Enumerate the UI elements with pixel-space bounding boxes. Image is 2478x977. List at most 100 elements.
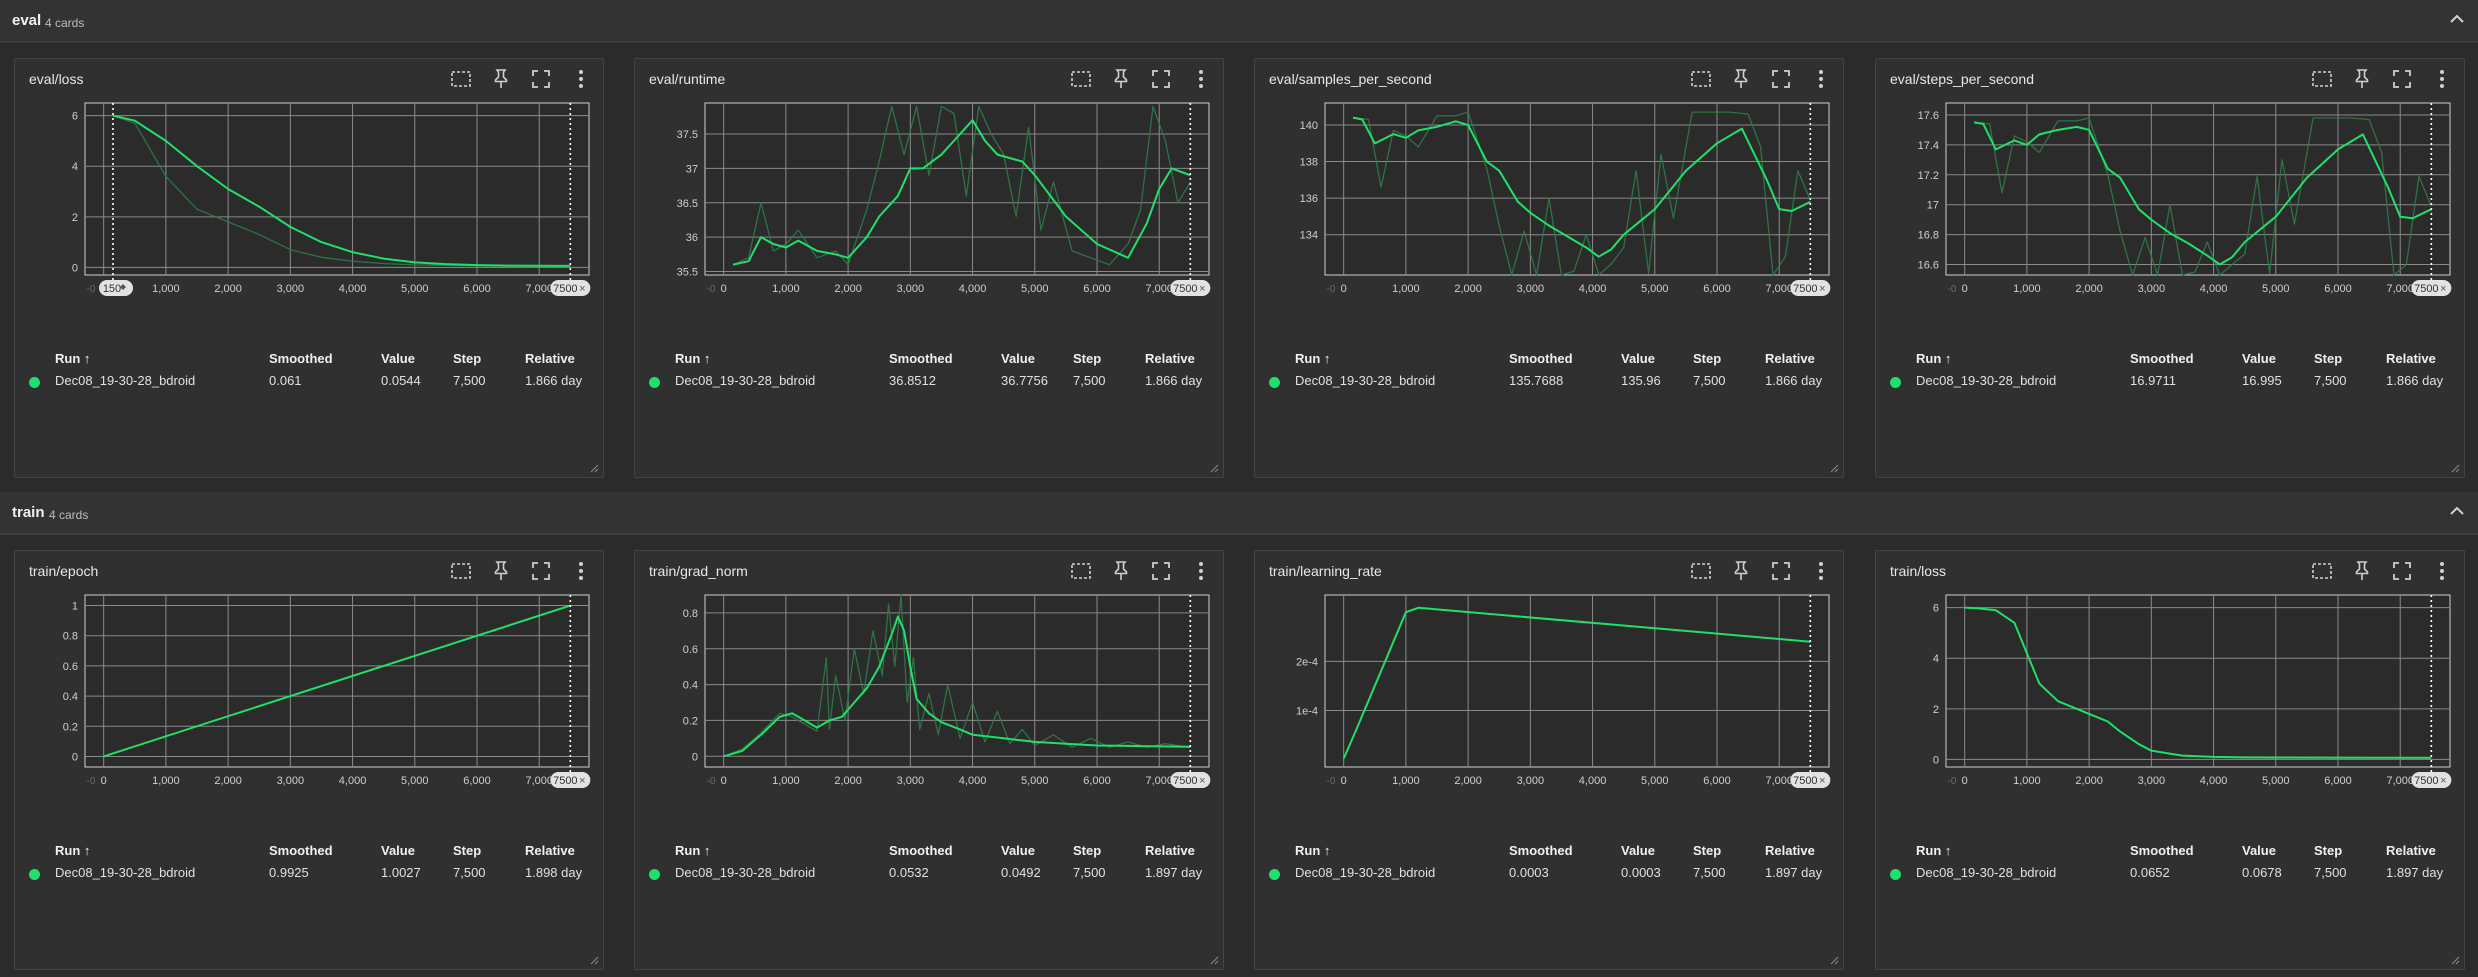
column-header-run[interactable]: Run ↑ <box>55 351 91 366</box>
resize-handle-icon[interactable] <box>1210 956 1219 965</box>
plot-area[interactable] <box>1945 102 2451 276</box>
x-tick-label: 0 <box>1341 283 1347 295</box>
column-header-run[interactable]: Run ↑ <box>1295 843 1331 858</box>
step-marker-badge[interactable]: 7500 × <box>550 772 591 788</box>
run-color-dot[interactable] <box>1890 869 1901 880</box>
scalar-card: eval/steps_per_second 0 1,000 2,000 3,000 4,0… <box>1875 58 2465 478</box>
fullscreen-icon[interactable] <box>2390 559 2414 583</box>
close-icon[interactable]: × <box>579 283 585 295</box>
fullscreen-icon[interactable] <box>1769 559 1793 583</box>
column-header-run[interactable]: Run ↑ <box>1295 351 1331 366</box>
pin-icon[interactable] <box>2350 559 2374 583</box>
close-icon[interactable]: × <box>2440 775 2446 787</box>
step-marker-badge[interactable]: 7500 × <box>2411 772 2452 788</box>
fullscreen-icon[interactable] <box>1149 67 1173 91</box>
run-color-dot[interactable] <box>649 869 660 880</box>
x-tick-label: 0 <box>721 775 727 787</box>
step-marker-badge[interactable]: 7500 × <box>1170 280 1211 296</box>
line-chart[interactable]: 0 1,000 2,000 3,000 4,000 5,000 6,000 7,000 134 1… <box>1263 93 1837 348</box>
chevron-up-icon[interactable] <box>2446 8 2468 30</box>
pin-icon[interactable] <box>1729 67 1753 91</box>
close-icon[interactable]: × <box>1199 775 1205 787</box>
y-tick-label: 2e-4 <box>1296 656 1318 668</box>
step-marker-badge[interactable]: 7500 × <box>550 280 591 296</box>
column-header-run[interactable]: Run ↑ <box>1916 351 1952 366</box>
column-header-run[interactable]: Run ↑ <box>55 843 91 858</box>
resize-handle-icon[interactable] <box>1830 956 1839 965</box>
column-header-run[interactable]: Run ↑ <box>675 351 711 366</box>
fullscreen-icon[interactable] <box>529 67 553 91</box>
plot-area[interactable] <box>84 102 590 276</box>
data-selection-icon[interactable] <box>2310 67 2334 91</box>
run-color-dot[interactable] <box>29 869 40 880</box>
fullscreen-icon[interactable] <box>1769 67 1793 91</box>
pin-icon[interactable] <box>2350 67 2374 91</box>
close-icon[interactable]: × <box>1199 283 1205 295</box>
resize-handle-icon[interactable] <box>590 464 599 473</box>
more-vert-icon[interactable] <box>569 67 593 91</box>
step-marker-badge[interactable]: 7500 × <box>1790 772 1831 788</box>
pin-icon[interactable] <box>1109 67 1133 91</box>
more-vert-icon[interactable] <box>2430 559 2454 583</box>
plot-area[interactable] <box>1324 102 1830 276</box>
line-chart[interactable]: 01,0002,0003,0004,0005,0006,0007,0000246… <box>23 93 597 348</box>
x-tick-label: 7,000 <box>2386 775 2414 787</box>
more-vert-icon[interactable] <box>1189 559 1213 583</box>
data-selection-icon[interactable] <box>1069 67 1093 91</box>
fullscreen-icon[interactable] <box>2390 67 2414 91</box>
data-selection-icon[interactable] <box>1689 559 1713 583</box>
run-color-dot[interactable] <box>649 377 660 388</box>
more-vert-icon[interactable] <box>569 559 593 583</box>
resize-handle-icon[interactable] <box>2451 956 2460 965</box>
run-color-dot[interactable] <box>1269 869 1280 880</box>
chevron-up-icon[interactable] <box>2446 500 2468 522</box>
data-selection-icon[interactable] <box>449 559 473 583</box>
plot-area[interactable] <box>1324 594 1830 768</box>
plot-area[interactable] <box>1945 594 2451 768</box>
more-vert-icon[interactable] <box>1809 559 1833 583</box>
line-chart[interactable]: 0 1,000 2,000 3,000 4,000 5,000 6,000 7,000 16.6… <box>1884 93 2458 348</box>
data-selection-icon[interactable] <box>1069 559 1093 583</box>
resize-handle-icon[interactable] <box>1830 464 1839 473</box>
step-marker-badge[interactable]: 7500 × <box>2411 280 2452 296</box>
resize-handle-icon[interactable] <box>590 956 599 965</box>
x-tick-label: 3,000 <box>1517 283 1545 295</box>
column-header-run[interactable]: Run ↑ <box>1916 843 1952 858</box>
more-vert-icon[interactable] <box>1809 67 1833 91</box>
section-header-eval[interactable]: eval 4 cards <box>0 0 2478 43</box>
column-header-run[interactable]: Run ↑ <box>675 843 711 858</box>
close-icon[interactable]: × <box>1819 775 1825 787</box>
fullscreen-icon[interactable] <box>1149 559 1173 583</box>
more-vert-icon[interactable] <box>2430 67 2454 91</box>
close-icon[interactable]: × <box>1819 283 1825 295</box>
run-color-dot[interactable] <box>29 377 40 388</box>
run-color-dot[interactable] <box>1890 377 1901 388</box>
line-chart[interactable]: 0 1,000 2,000 3,000 4,000 5,000 6,000 7,000 0 0.2… <box>23 585 597 840</box>
plot-area[interactable] <box>704 594 1210 768</box>
data-selection-icon[interactable] <box>1689 67 1713 91</box>
section-header-train[interactable]: train 4 cards <box>0 492 2478 535</box>
pin-icon[interactable] <box>489 559 513 583</box>
more-vert-icon[interactable] <box>1189 67 1213 91</box>
line-chart[interactable]: 0 1,000 2,000 3,000 4,000 5,000 6,000 7,000 0 0.2… <box>643 585 1217 840</box>
data-selection-icon[interactable] <box>449 67 473 91</box>
close-icon[interactable]: × <box>2440 283 2446 295</box>
run-color-dot[interactable] <box>1269 377 1280 388</box>
pin-icon[interactable] <box>1109 559 1133 583</box>
scalar-card: train/epoch 0 1,000 2,000 3,000 4,000 5,000 6,0… <box>14 550 604 970</box>
drag-handle-icon[interactable] <box>120 284 126 290</box>
data-selection-icon[interactable] <box>2310 559 2334 583</box>
fullscreen-icon[interactable] <box>529 559 553 583</box>
line-chart[interactable]: 0 1,000 2,000 3,000 4,000 5,000 6,000 7,000 1e-4… <box>1263 585 1837 840</box>
resize-handle-icon[interactable] <box>2451 464 2460 473</box>
line-chart[interactable]: 0 1,000 2,000 3,000 4,000 5,000 6,000 7,000 35.5… <box>643 93 1217 348</box>
step-marker-badge[interactable]: 7500 × <box>1790 280 1831 296</box>
pin-icon[interactable] <box>1729 559 1753 583</box>
hover-marker-badge[interactable]: 150 <box>99 280 133 296</box>
column-header-step: Step <box>1693 843 1722 858</box>
close-icon[interactable]: × <box>579 775 585 787</box>
step-marker-badge[interactable]: 7500 × <box>1170 772 1211 788</box>
resize-handle-icon[interactable] <box>1210 464 1219 473</box>
pin-icon[interactable] <box>489 67 513 91</box>
